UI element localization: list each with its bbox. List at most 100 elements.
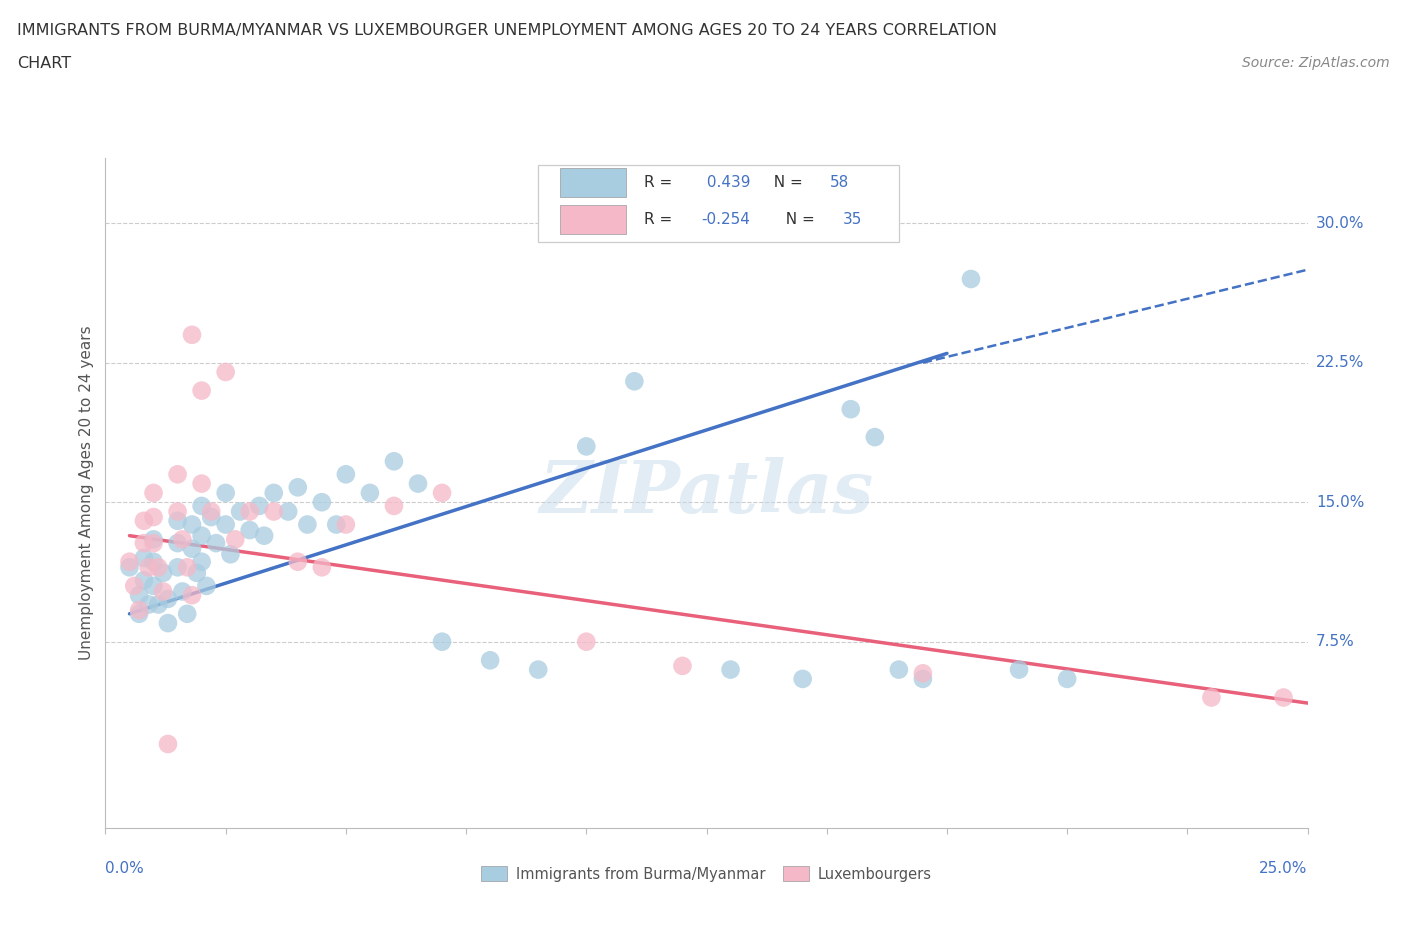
Point — [166, 513, 188, 528]
Point — [186, 565, 208, 580]
Point — [181, 541, 204, 556]
FancyBboxPatch shape — [560, 205, 626, 234]
Point — [839, 402, 862, 417]
Point — [190, 476, 212, 491]
Y-axis label: Unemployment Among Ages 20 to 24 years: Unemployment Among Ages 20 to 24 years — [79, 326, 94, 660]
Point — [205, 536, 228, 551]
Point — [479, 653, 502, 668]
Point — [960, 272, 983, 286]
Point — [382, 498, 405, 513]
Text: 7.5%: 7.5% — [1316, 634, 1354, 649]
Point — [1008, 662, 1031, 677]
Point — [156, 591, 179, 606]
Point — [190, 383, 212, 398]
Point — [172, 584, 194, 599]
Text: N =: N = — [776, 212, 820, 227]
Text: IMMIGRANTS FROM BURMA/MYANMAR VS LUXEMBOURGER UNEMPLOYMENT AMONG AGES 20 TO 24 Y: IMMIGRANTS FROM BURMA/MYANMAR VS LUXEMBO… — [17, 23, 997, 38]
Point — [792, 671, 814, 686]
Point — [132, 551, 155, 565]
Point — [190, 554, 212, 569]
Point — [142, 554, 165, 569]
Point — [430, 485, 453, 500]
Point — [1272, 690, 1295, 705]
Point — [166, 560, 188, 575]
Point — [277, 504, 299, 519]
Point — [128, 588, 150, 603]
Point — [181, 517, 204, 532]
Text: N =: N = — [765, 175, 808, 190]
Point — [138, 560, 160, 575]
Point — [263, 485, 285, 500]
Point — [239, 523, 262, 538]
Point — [263, 504, 285, 519]
Point — [200, 510, 222, 525]
Text: 30.0%: 30.0% — [1316, 216, 1364, 231]
Text: CHART: CHART — [17, 56, 70, 71]
Point — [239, 504, 262, 519]
Text: 0.0%: 0.0% — [105, 861, 145, 876]
Text: 15.0%: 15.0% — [1316, 495, 1364, 510]
Point — [359, 485, 381, 500]
Point — [176, 560, 198, 575]
Point — [311, 560, 333, 575]
Text: 0.439: 0.439 — [702, 175, 751, 190]
Point — [297, 517, 319, 532]
Point — [152, 565, 174, 580]
Point — [148, 560, 170, 575]
Point — [118, 560, 141, 575]
Point — [623, 374, 645, 389]
Text: 22.5%: 22.5% — [1316, 355, 1364, 370]
Point — [575, 439, 598, 454]
Point — [253, 528, 276, 543]
Point — [156, 737, 179, 751]
Point — [148, 597, 170, 612]
Point — [124, 578, 146, 593]
Text: R =: R = — [644, 212, 678, 227]
Point — [166, 536, 188, 551]
Text: 25.0%: 25.0% — [1260, 861, 1308, 876]
Point — [575, 634, 598, 649]
Text: 35: 35 — [842, 212, 862, 227]
Point — [181, 327, 204, 342]
FancyBboxPatch shape — [538, 165, 898, 242]
Point — [152, 584, 174, 599]
Point — [132, 536, 155, 551]
Point — [219, 547, 242, 562]
Point — [214, 517, 236, 532]
Point — [128, 606, 150, 621]
Point — [142, 578, 165, 593]
Point — [430, 634, 453, 649]
Point — [195, 578, 218, 593]
Point — [132, 573, 155, 588]
Point — [311, 495, 333, 510]
Point — [190, 528, 212, 543]
Point — [1056, 671, 1078, 686]
Point — [166, 467, 188, 482]
Point — [229, 504, 252, 519]
Point — [200, 504, 222, 519]
Text: R =: R = — [644, 175, 678, 190]
Point — [142, 485, 165, 500]
Text: -0.254: -0.254 — [702, 212, 751, 227]
Point — [176, 606, 198, 621]
Point — [1201, 690, 1223, 705]
Point — [142, 532, 165, 547]
Point — [247, 498, 270, 513]
Point — [118, 554, 141, 569]
Point — [406, 476, 429, 491]
Point — [287, 554, 309, 569]
Point — [166, 504, 188, 519]
Point — [156, 616, 179, 631]
Point — [863, 430, 886, 445]
Point — [172, 532, 194, 547]
Legend: Immigrants from Burma/Myanmar, Luxembourgers: Immigrants from Burma/Myanmar, Luxembour… — [475, 860, 938, 887]
Point — [190, 498, 212, 513]
Point — [911, 666, 934, 681]
Point — [335, 517, 357, 532]
Point — [128, 603, 150, 618]
Point — [527, 662, 550, 677]
Point — [224, 532, 246, 547]
FancyBboxPatch shape — [560, 168, 626, 197]
Point — [287, 480, 309, 495]
Text: 58: 58 — [831, 175, 849, 190]
